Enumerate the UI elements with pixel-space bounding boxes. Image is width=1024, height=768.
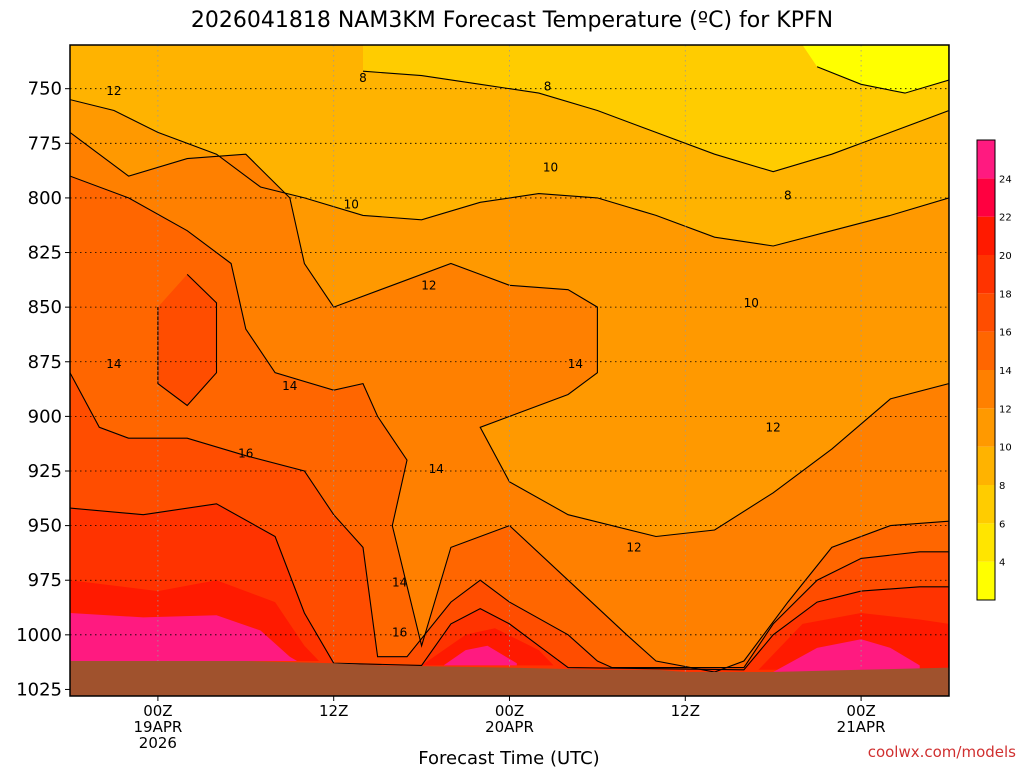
grid-layer (70, 45, 949, 696)
colorbar-swatch-8 (977, 255, 995, 294)
colorbar-swatch-1 (977, 523, 995, 562)
temperature-band-hot-1 (443, 645, 517, 666)
x-tick-label-4-1: 21APR (837, 718, 886, 736)
contour-line-6 (70, 503, 949, 696)
colorbar-label-8: 8 (999, 481, 1005, 492)
x-tick-label-4-0: 00Z (846, 702, 875, 720)
contour-label-1: 8 (359, 71, 367, 85)
credit-text: coolwx.com/models (868, 743, 1016, 761)
colorbar-label-10: 10 (999, 443, 1012, 454)
temperature-band-hot-2 (773, 639, 920, 672)
x-axis-label: Forecast Time (UTC) (418, 748, 599, 768)
contour-line-1 (362, 45, 949, 173)
colorbar-label-16: 16 (999, 328, 1012, 339)
colorbar-label-20: 20 (999, 251, 1012, 262)
y-tick-label-975: 975 (28, 570, 62, 591)
colorbar-label-18: 18 (999, 289, 1012, 300)
contour-label-10: 14 (568, 357, 583, 371)
contour-label-12: 16 (238, 447, 253, 461)
colorbar-swatch-4 (977, 408, 995, 447)
colorbar-label-12: 12 (999, 404, 1012, 415)
contour-label-8: 14 (106, 357, 121, 371)
x-tick-label-3-0: 12Z (671, 702, 700, 720)
colorbar-swatch-3 (977, 446, 995, 485)
x-tick-label-2-0: 00Z (495, 702, 524, 720)
colorbar-frame (976, 139, 996, 601)
contour-label-2: 8 (544, 80, 552, 94)
x-tick-label-2-1: 20APR (485, 718, 534, 736)
chart-title: 2026041818 NAM3KM Forecast Temperature (… (191, 8, 833, 33)
plot-area: 12 8 8 10 10 8 12 10 14 14 14 12 16 14 12 14 16 (70, 45, 949, 696)
contour-label-14: 12 (626, 540, 641, 554)
y-tick-label-925: 925 (28, 461, 62, 482)
colorbar-swatch-2 (977, 485, 995, 524)
x-tick-label-1-0: 12Z (319, 702, 348, 720)
contour-label-16: 16 (392, 626, 407, 640)
contour-label-5: 8 (784, 189, 792, 203)
y-tick-label-950: 950 (28, 516, 62, 537)
contour-label-4: 10 (344, 197, 359, 211)
colorbar-swatch-9 (977, 216, 995, 255)
contour-label-7: 10 (744, 296, 759, 310)
colorbar-swatch-7 (977, 293, 995, 332)
colorbar-label-6: 6 (999, 519, 1005, 530)
contour-label-13: 14 (429, 462, 444, 476)
colorbar-swatch-11 (977, 140, 995, 179)
contour-line-4 (70, 175, 949, 696)
y-axis: 750 775 800 825 850 875 900 925 950 975 1000 1025 (16, 79, 70, 700)
colorbar: 4 6 8 10 12 14 16 18 20 22 24 (976, 139, 1012, 601)
contour-label-11: 12 (766, 420, 781, 434)
contour-label-0: 12 (106, 84, 121, 98)
contour-label-6: 12 (421, 278, 436, 292)
colorbar-swatch-5 (977, 370, 995, 409)
x-tick-label-0-2: 2026 (139, 734, 177, 752)
contour-line-3 (70, 131, 949, 696)
y-tick-label-800: 800 (28, 188, 62, 209)
contour-label-15: 14 (392, 575, 407, 589)
temperature-band-lt-6 (802, 45, 949, 94)
contour-line-0 (70, 45, 949, 247)
colorbar-label-22: 22 (999, 213, 1012, 224)
y-tick-label-1000: 1000 (16, 625, 62, 646)
colorbar-label-24: 24 (999, 174, 1012, 185)
contour-line-5 (70, 372, 949, 696)
contour-lines-layer (70, 45, 949, 696)
x-tick-label-0-1: 19APR (133, 718, 182, 736)
y-tick-label-875: 875 (28, 352, 62, 373)
y-tick-label-825: 825 (28, 243, 62, 264)
colorbar-label-14: 14 (999, 366, 1012, 377)
y-tick-label-1025: 1025 (16, 679, 62, 700)
contour-line-2 (802, 45, 949, 94)
contour-labels-layer: 12 8 8 10 10 8 12 10 14 14 14 12 16 14 12 14 16 (106, 71, 791, 640)
colorbar-swatch-10 (977, 178, 995, 217)
x-tick-label-0-0: 00Z (143, 702, 172, 720)
ground-layer (70, 661, 949, 696)
colorbar-swatch-0 (977, 561, 995, 600)
temperature-fill-layer (70, 45, 949, 696)
temperature-band-6-8 (363, 45, 949, 172)
ground-fill (70, 661, 949, 696)
y-tick-label-900: 900 (28, 406, 62, 427)
colorbar-swatch-6 (977, 331, 995, 370)
contour-label-3: 10 (543, 160, 558, 174)
colorbar-label-4: 4 (999, 558, 1005, 569)
temperature-band-warm-pocket (157, 274, 217, 406)
contour-label-9: 14 (282, 379, 297, 393)
y-tick-label-750: 750 (28, 79, 62, 100)
y-tick-label-850: 850 (28, 297, 62, 318)
y-tick-label-775: 775 (28, 133, 62, 154)
